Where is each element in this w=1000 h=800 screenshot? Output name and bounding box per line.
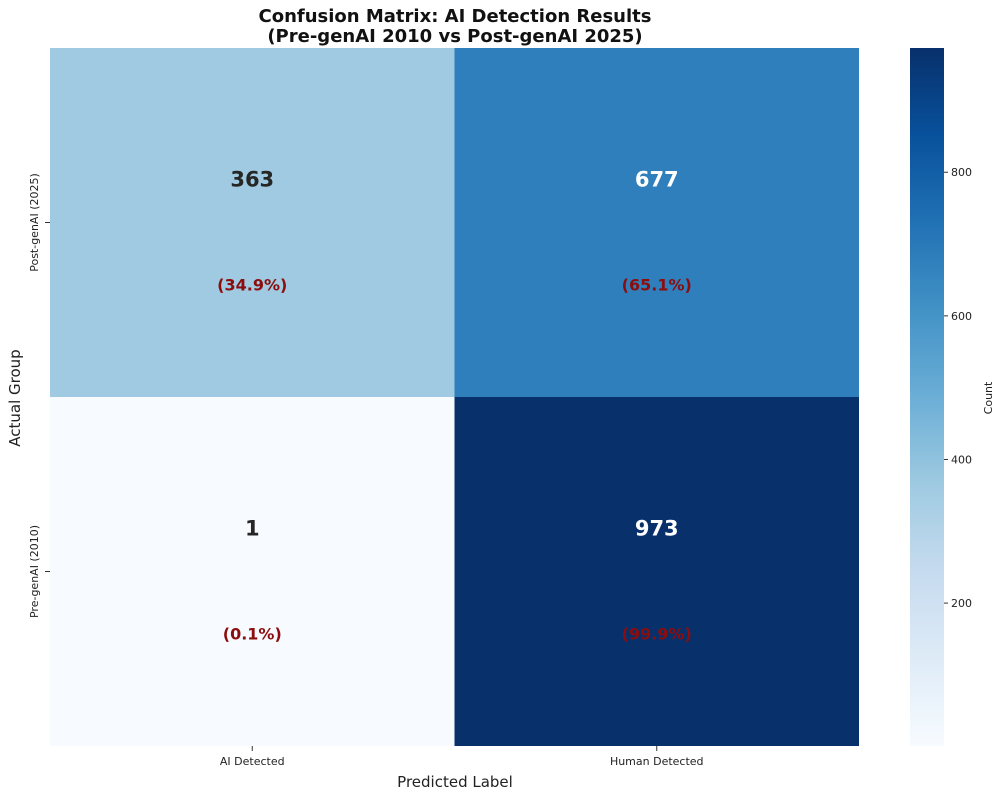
- y-axis-ticks: Post-genAI (2025) Pre-genAI (2010): [28, 173, 50, 618]
- heatmap-cell: [454, 397, 859, 746]
- chart-title-line-1: Confusion Matrix: AI Detection Results: [259, 6, 652, 27]
- cell-percent-label: (65.1%): [622, 276, 692, 295]
- colorbar-tick-label: 400: [951, 453, 972, 466]
- y-axis-label: Actual Group: [6, 349, 24, 446]
- colorbar-tick-label: 200: [951, 597, 972, 610]
- colorbar-ticks: 200 400 600 800: [944, 166, 972, 610]
- x-axis-ticks: AI Detected Human Detected: [220, 746, 704, 768]
- heatmap-cells: 363 (34.9%) 677 (65.1%) 1 (0.1%) 973 (99.9%): [50, 48, 859, 746]
- x-axis-label: Predicted Label: [397, 773, 513, 791]
- cell-percent-label: (0.1%): [223, 625, 282, 644]
- cell-percent-label: (99.9%): [622, 625, 692, 644]
- cell-percent-label: (34.9%): [217, 276, 287, 295]
- y-tick-label: Pre-genAI (2010): [28, 525, 41, 618]
- cell-count-label: 363: [230, 168, 274, 192]
- heatmap-cell: [454, 48, 859, 397]
- x-tick-label: Human Detected: [610, 755, 704, 768]
- colorbar-tick-label: 800: [951, 166, 972, 179]
- y-tick-label: Post-genAI (2025): [28, 173, 41, 272]
- heatmap-cell: [50, 397, 455, 746]
- cell-count-label: 1: [245, 517, 260, 541]
- cell-count-label: 973: [635, 517, 679, 541]
- cell-count-label: 677: [635, 168, 679, 192]
- heatmap-cell: [50, 48, 455, 397]
- colorbar-label: Count: [982, 381, 995, 414]
- x-tick-label: AI Detected: [220, 755, 285, 768]
- colorbar: [910, 48, 944, 746]
- colorbar-tick-label: 600: [951, 310, 972, 323]
- chart-title-line-2: (Pre-genAI 2010 vs Post-genAI 2025): [267, 26, 642, 47]
